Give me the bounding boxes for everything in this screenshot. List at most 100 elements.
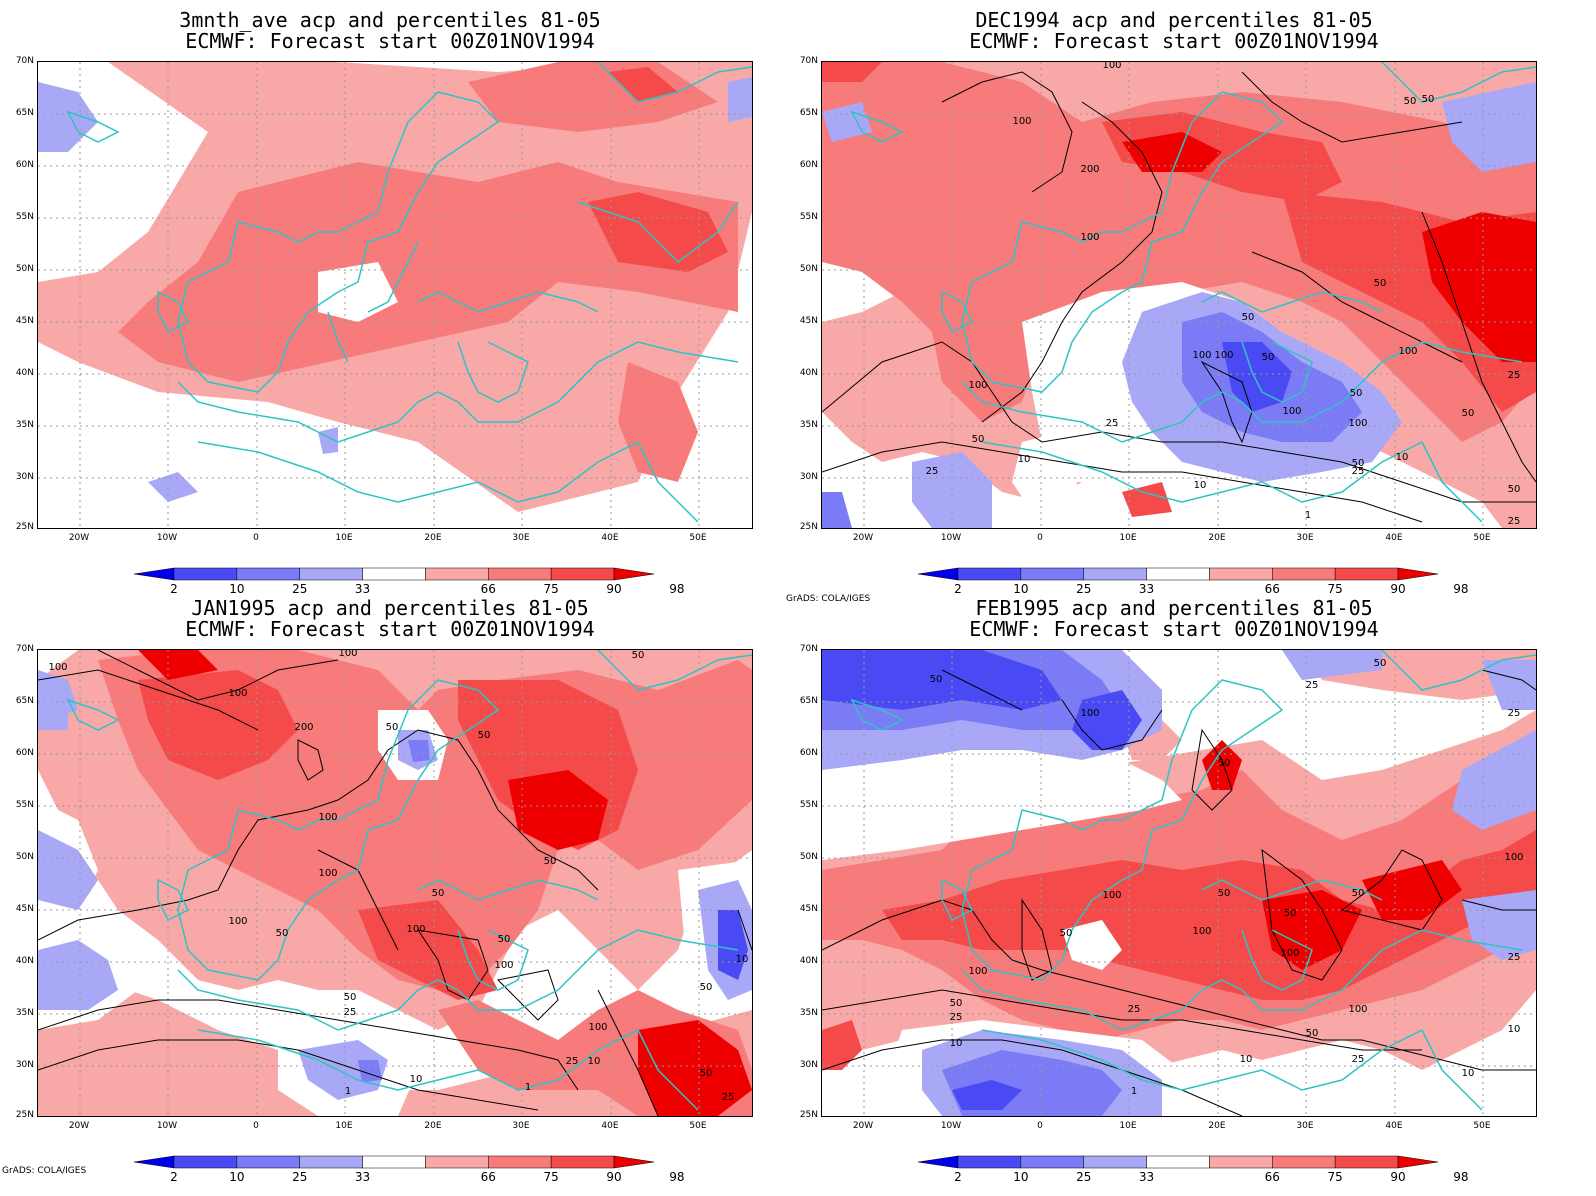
y-tick: 40N [15,956,34,966]
colorbar-label: 25 [1076,582,1092,596]
contour-label: 50 [1462,408,1475,419]
colorbar-swatch [613,1155,655,1169]
colorbar-label: 33 [354,1170,371,1184]
contours [822,71,1536,523]
x-tick: 10E [335,1121,353,1131]
contour-label: 50 [1262,352,1275,363]
colorbar-swatch [133,567,175,581]
contour-label: 10 [1396,452,1409,463]
y-tick: 25N [799,522,818,532]
colorbar-label: 10 [1013,1170,1029,1184]
colorbar-label: 66 [480,582,496,596]
y-tick: 55N [799,212,818,222]
colorbar-swatch [550,1155,615,1169]
contour-label: 10 [950,1038,963,1049]
contours [38,650,752,1116]
colorbar-label: 25 [292,1170,308,1184]
x-tick: 10W [156,1121,178,1131]
panel-title: DEC1994 acp and percentiles 81-05 [975,8,1373,32]
panel-dec1994: DEC1994 acp and percentiles 81-05 ECMWF:… [784,0,1564,604]
colorbar-swatch [488,1155,552,1169]
colorbar-label: 33 [1138,1170,1155,1184]
contour-label: 50 [700,982,713,993]
contour-label: 100 [48,662,67,673]
contour-label: 25 [566,1056,579,1067]
y-tick: 70N [799,56,818,66]
contour-label: 10 [1462,1068,1475,1079]
shading-layer [822,62,1536,528]
y-tick: 50N [799,264,818,274]
contour-label: 25 [926,466,939,477]
x-tick: 40E [1385,533,1403,543]
contour-label: 25 [1106,418,1119,429]
x-tick: 0 [1037,533,1043,543]
x-tick: 0 [253,533,259,543]
colorbar-label: 75 [1327,1170,1343,1184]
colorbar-svg [917,1155,1439,1169]
colorbar-label: 66 [1264,1170,1280,1184]
y-tick: 70N [15,644,34,654]
contour-label: 50 [432,888,445,899]
panel-title: FEB1995 acp and percentiles 81-05 [975,596,1373,620]
y-tick: 65N [799,108,818,118]
colorbar-swatch [425,1155,489,1169]
contour-label: 10 [1508,1024,1521,1035]
colorbar-swatch [1020,1155,1084,1169]
panel-title: JAN1995 acp and percentiles 81-05 [191,596,589,620]
contour-label: 50 [386,722,399,733]
colorbar-swatch [1146,567,1210,581]
contour-label: 100 [1102,62,1121,71]
colorbar-label: 90 [1390,582,1406,596]
colorbar-label: 90 [1390,1170,1406,1184]
contour-label: 25 [950,1012,963,1023]
colorbar [917,566,1439,582]
colorbar [917,1154,1439,1170]
panel-subtitle: ECMWF: Forecast start 00Z01NOV1994 [969,29,1379,53]
y-tick: 30N [799,472,818,482]
contour-label: 10 [736,954,749,965]
y-tick: 65N [15,696,34,706]
y-tick: 40N [15,368,34,378]
contour-label: 1 [1131,1086,1137,1097]
coastlines [850,650,1536,1111]
x-tick: 50E [689,533,707,543]
contour-label: 50 [972,434,985,445]
contour-label: 50 [1374,658,1387,669]
contour-label: 50 [544,856,557,867]
colorbar-label: 25 [1076,1170,1092,1184]
panel-feb1995: FEB1995 acp and percentiles 81-05 ECMWF:… [784,588,1564,1184]
colorbar-label: 66 [480,1170,496,1184]
contour-label: 50 [1350,388,1363,399]
colorbar-swatch [236,567,300,581]
y-tick: 25N [15,522,34,532]
x-tick: 10W [940,533,962,543]
contour-label: 100 [588,1022,607,1033]
colorbar-label: 98 [669,582,685,596]
coastlines [850,62,1536,523]
colorbar-swatch [488,567,552,581]
colorbar-swatch [425,567,489,581]
contour-label: 200 [294,722,313,733]
colorbar-label: 10 [229,582,245,596]
y-tick: 60N [15,160,34,170]
contour-label: 100 [1192,926,1211,937]
x-tick: 40E [601,1121,619,1131]
contour-label: 10 [588,1056,601,1067]
contour-label: 50 [1352,888,1365,899]
contour-label: 50 [950,998,963,1009]
colorbar-swatch [173,567,238,581]
y-tick: 25N [15,1110,34,1120]
contour-label: 100 [494,960,513,971]
y-tick: 35N [15,1008,34,1018]
contour-label: 50 [1352,458,1365,469]
colorbar-swatch [1146,1155,1210,1169]
contour-label: 50 [1284,908,1297,919]
x-tick: 0 [253,1121,259,1131]
contour-label: 100 [1080,232,1099,243]
colorbar-label: 10 [1013,582,1029,596]
contour-label: 25 [1508,516,1521,527]
x-tick: 30E [512,533,530,543]
gridlines [822,62,1536,528]
x-tick: 0 [1037,1121,1043,1131]
colorbar-label: 75 [543,1170,559,1184]
